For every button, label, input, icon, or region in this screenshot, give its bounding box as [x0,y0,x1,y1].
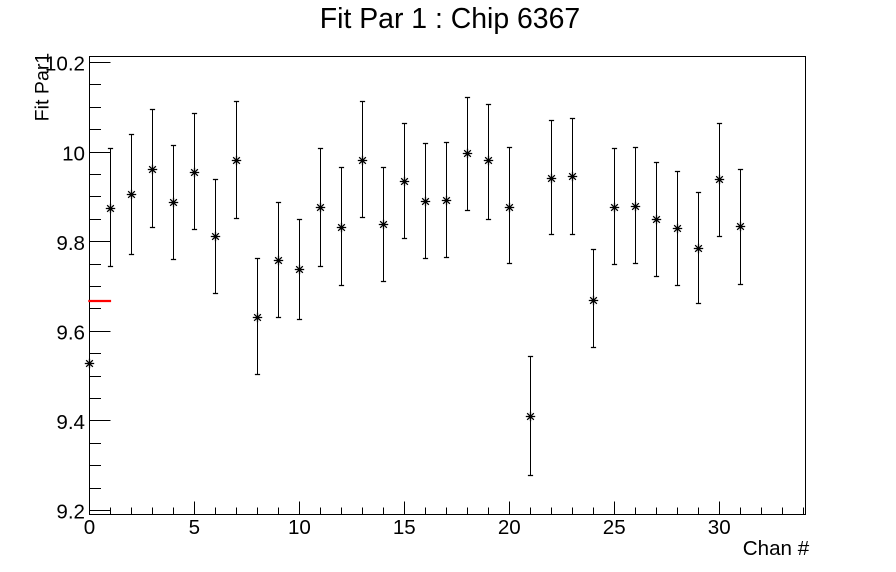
svg-text:Fit Par1: Fit Par1 [32,53,54,122]
svg-text:9.6: 9.6 [56,322,85,345]
svg-text:0: 0 [84,516,95,539]
svg-text:20: 20 [498,516,521,539]
svg-text:9.4: 9.4 [56,411,85,434]
svg-text:Chan #: Chan # [743,537,810,560]
svg-text:9.2: 9.2 [56,501,85,524]
svg-text:9.8: 9.8 [56,232,85,255]
svg-text:5: 5 [189,516,200,539]
svg-text:25: 25 [603,516,626,539]
svg-text:15: 15 [393,516,416,539]
svg-text:10.2: 10.2 [45,53,85,76]
svg-text:30: 30 [708,516,731,539]
svg-text:10: 10 [288,516,311,539]
svg-text:Fit Par 1 : Chip 6367: Fit Par 1 : Chip 6367 [320,3,580,35]
svg-text:10: 10 [62,142,85,165]
